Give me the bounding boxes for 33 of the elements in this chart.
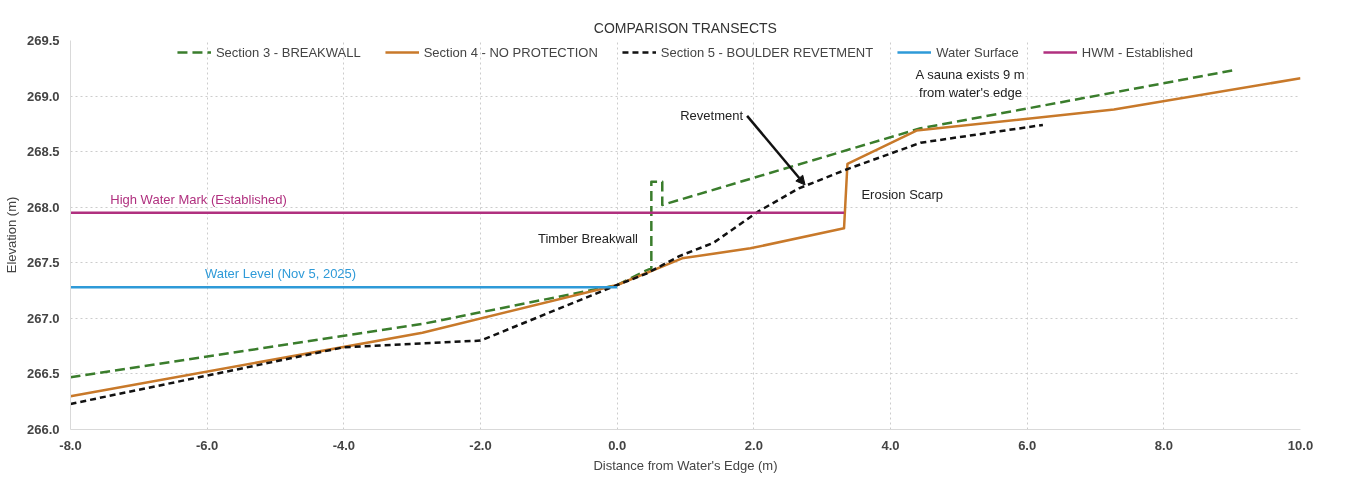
y-tick-label: 267.0 — [26, 310, 60, 326]
x-tick-label: -2.0 — [469, 437, 492, 453]
y-tick-label: 266.0 — [26, 422, 60, 437]
y-tick-label: 266.5 — [26, 366, 60, 382]
legend-label: Section 4 - NO PROTECTION — [423, 44, 598, 60]
x-axis-title: Distance from Water's Edge (m) — [593, 457, 778, 473]
x-tick-label: -8.0 — [59, 437, 82, 453]
x-tick-label: 6.0 — [1018, 437, 1037, 453]
annotation: Timber Breakwall — [537, 231, 639, 247]
legend-label: Section 5 - BOULDER REVETMENT — [660, 44, 874, 60]
annotation: High Water Mark (Established) — [110, 191, 287, 207]
line-series — [70, 123, 1045, 406]
y-tick-label: 268.5 — [26, 144, 60, 160]
annotation: Revetment — [680, 107, 744, 123]
annotation: A sauna exists 9 m from water's edge — [915, 67, 1025, 100]
legend-label: Water Surface — [936, 44, 1019, 60]
x-tick-label: 2.0 — [744, 437, 763, 453]
chart-title: COMPARISON TRANSECTS — [593, 19, 777, 36]
y-axis-title: Elevation (m) — [3, 196, 19, 274]
annotation: Water Level (Nov 5, 2025) — [204, 266, 357, 282]
y-tick-label: 267.5 — [26, 255, 60, 271]
y-tick-label: 268.0 — [26, 199, 60, 215]
x-tick-label: 4.0 — [881, 437, 900, 453]
y-tick-label: 269.0 — [26, 88, 60, 104]
x-tick-label: 8.0 — [1154, 437, 1173, 453]
legend-label: HWM - Established — [1081, 44, 1194, 60]
legend-label: Section 3 - BREAKWALL — [215, 44, 361, 60]
x-tick-label: 10.0 — [1287, 437, 1314, 453]
x-tick-label: -6.0 — [195, 437, 219, 453]
x-tick-label: -4.0 — [332, 437, 356, 453]
x-tick-label: 0.0 — [608, 437, 627, 453]
y-tick-label: 269.5 — [26, 33, 60, 48]
annotation: Erosion Scarp — [861, 186, 944, 202]
